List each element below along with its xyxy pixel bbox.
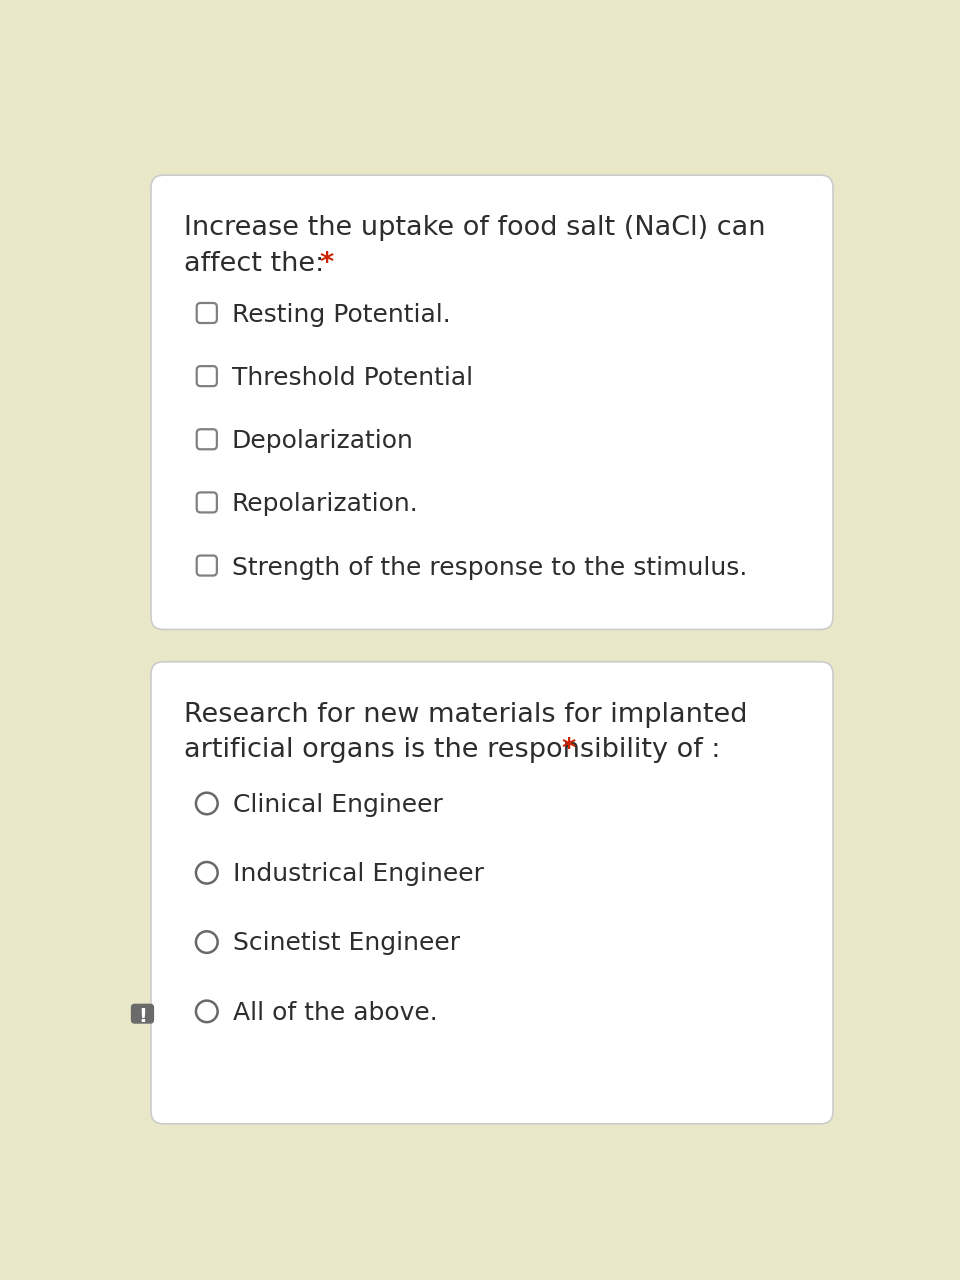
Text: Threshold Potential: Threshold Potential xyxy=(231,366,472,390)
Text: Scinetist Engineer: Scinetist Engineer xyxy=(233,932,460,955)
FancyBboxPatch shape xyxy=(197,429,217,449)
Text: *: * xyxy=(561,737,575,763)
Text: affect the:: affect the: xyxy=(183,251,332,276)
Text: Industrical Engineer: Industrical Engineer xyxy=(233,861,484,886)
Text: Depolarization: Depolarization xyxy=(231,429,414,453)
Circle shape xyxy=(196,932,218,952)
FancyBboxPatch shape xyxy=(197,556,217,576)
FancyBboxPatch shape xyxy=(197,366,217,387)
FancyBboxPatch shape xyxy=(197,493,217,512)
FancyBboxPatch shape xyxy=(131,1004,155,1024)
Circle shape xyxy=(196,861,218,883)
Text: Clinical Engineer: Clinical Engineer xyxy=(233,792,443,817)
Text: Repolarization.: Repolarization. xyxy=(231,493,419,516)
FancyBboxPatch shape xyxy=(151,175,833,630)
FancyBboxPatch shape xyxy=(197,303,217,323)
Text: artificial organs is the responsibility of :: artificial organs is the responsibility … xyxy=(183,737,729,763)
FancyBboxPatch shape xyxy=(151,662,833,1124)
Text: Research for new materials for implanted: Research for new materials for implanted xyxy=(183,701,747,728)
Text: Increase the uptake of food salt (NaCl) can: Increase the uptake of food salt (NaCl) … xyxy=(183,215,765,241)
Text: !: ! xyxy=(138,1007,147,1025)
Text: Strength of the response to the stimulus.: Strength of the response to the stimulus… xyxy=(231,556,747,580)
Text: Resting Potential.: Resting Potential. xyxy=(231,303,450,326)
Text: *: * xyxy=(319,251,333,276)
Circle shape xyxy=(196,792,218,814)
Text: All of the above.: All of the above. xyxy=(233,1001,438,1024)
Circle shape xyxy=(196,1001,218,1023)
